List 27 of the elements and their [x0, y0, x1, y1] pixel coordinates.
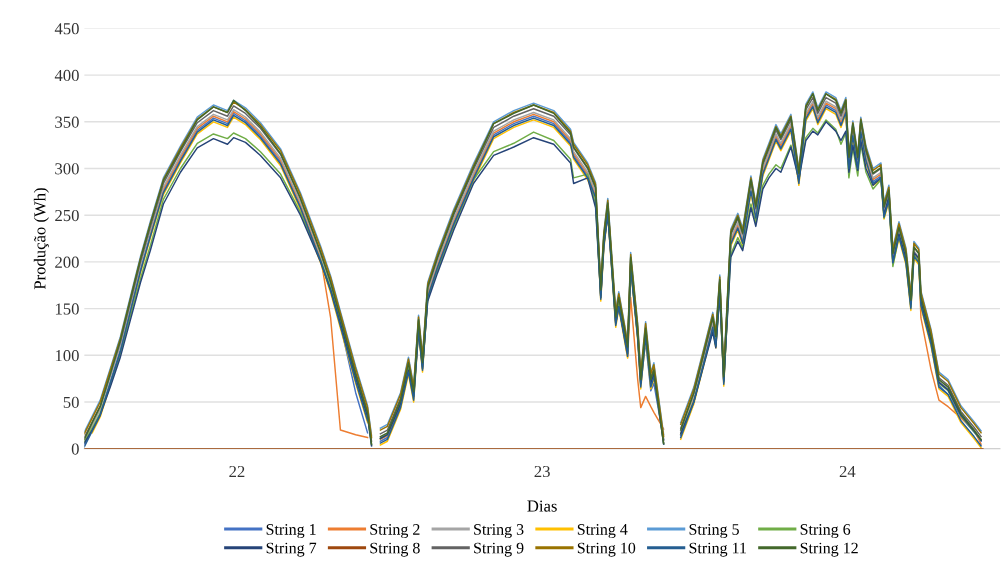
legend-label: String 4 — [577, 524, 628, 539]
legend-label: String 9 — [474, 542, 524, 557]
y-tick-label: 50 — [63, 396, 79, 408]
legend-label: String 7 — [266, 542, 317, 557]
legend-label: String 5 — [689, 524, 739, 539]
y-axis-title: Produção (Wh) — [33, 188, 49, 290]
y-tick-label: 100 — [55, 350, 79, 362]
legend-label: String 1 — [266, 524, 316, 539]
legend-label: String 11 — [689, 542, 746, 557]
y-tick-label: 450 — [54, 23, 79, 35]
x-tick-label: 24 — [839, 465, 856, 477]
y-tick-label: 0 — [71, 443, 79, 455]
x-tick-label: 22 — [229, 465, 245, 477]
legend-label: String 10 — [577, 542, 636, 557]
x-axis-title: Dias — [527, 500, 557, 512]
legend-label: String 6 — [800, 524, 851, 539]
legend-label: String 3 — [474, 524, 524, 539]
legend-label: String 8 — [370, 542, 420, 557]
legend-label: String 12 — [800, 542, 858, 557]
legend-label: String 2 — [370, 524, 420, 539]
y-tick-label: 300 — [55, 163, 79, 175]
y-tick-label: 250 — [55, 209, 79, 222]
y-tick-label: 150 — [55, 303, 79, 315]
x-tick-label: 23 — [534, 465, 550, 478]
y-tick-label: 350 — [55, 116, 79, 128]
y-tick-label: 400 — [54, 69, 79, 82]
y-tick-label: 200 — [55, 256, 79, 268]
